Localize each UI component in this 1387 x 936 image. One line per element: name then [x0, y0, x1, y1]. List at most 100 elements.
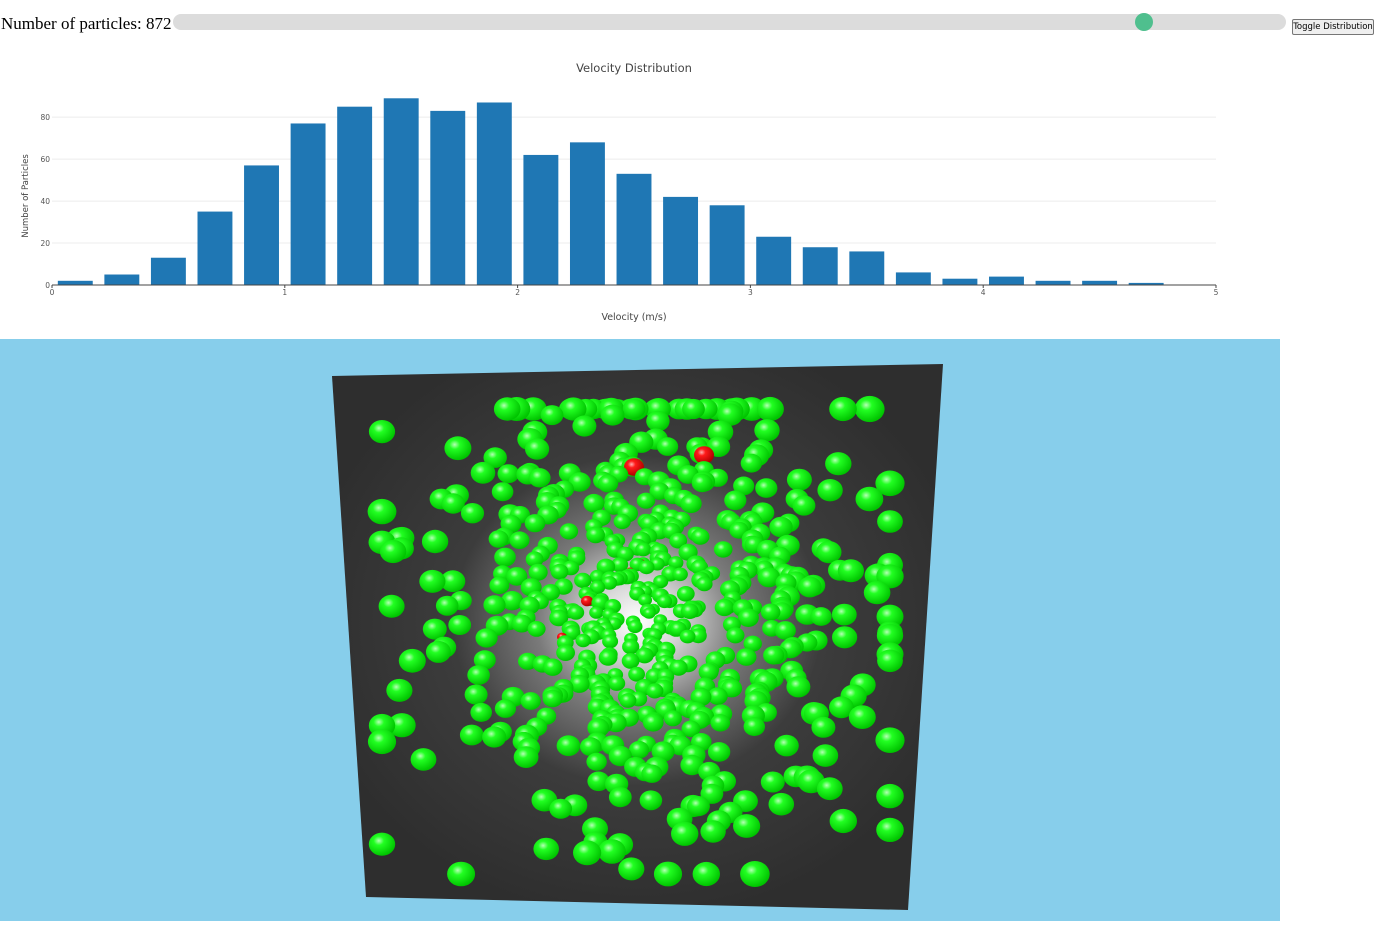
- particle: [473, 650, 496, 670]
- particle: [639, 790, 663, 811]
- toggle-distribution-button[interactable]: Toggle Distribution: [1292, 19, 1374, 35]
- particle: [494, 699, 516, 718]
- particle: [837, 559, 865, 583]
- particle: [483, 595, 506, 615]
- particle: [700, 820, 726, 843]
- y-tick-label: 0: [45, 281, 50, 290]
- particle: [829, 696, 854, 719]
- particle: [635, 542, 652, 557]
- particle: [583, 493, 605, 513]
- particle: [560, 397, 587, 421]
- slider-thumb[interactable]: [1134, 13, 1153, 31]
- particle: [556, 735, 581, 757]
- histogram-bar: [476, 102, 512, 285]
- particle: [877, 649, 903, 673]
- particle: [668, 556, 684, 570]
- particle-count-label: Number of particles: 872: [1, 14, 171, 34]
- particle: [567, 605, 585, 620]
- particle: [602, 634, 619, 649]
- particle: [598, 839, 626, 864]
- particle: [444, 436, 472, 461]
- y-tick-label: 40: [40, 197, 50, 206]
- particle: [586, 526, 605, 544]
- particle: [690, 687, 712, 707]
- particle: [589, 606, 604, 619]
- x-tick-label: 5: [1214, 288, 1219, 297]
- velocity-distribution-chart: Velocity Distribution 0 1 2 3 4 5 0 20 40 60 80 V…: [0, 50, 1280, 335]
- particle: [379, 539, 407, 564]
- histogram-bar: [383, 98, 419, 285]
- particle: [812, 744, 839, 767]
- particle: [600, 404, 625, 426]
- particle: [774, 621, 796, 640]
- particle: [740, 861, 770, 887]
- particle: [608, 675, 626, 691]
- particle: [855, 486, 884, 512]
- particle-scene[interactable]: [0, 339, 1280, 921]
- particle: [829, 808, 857, 834]
- histogram-bar: [1035, 280, 1071, 285]
- particle: [876, 604, 904, 629]
- particle: [386, 678, 413, 702]
- histogram-bar: [663, 196, 699, 285]
- particle: [459, 724, 484, 746]
- particle: [549, 609, 569, 627]
- particle: [875, 727, 905, 753]
- particle-simulation-viewport[interactable]: [0, 339, 1280, 921]
- particle: [511, 614, 532, 633]
- particle: [733, 814, 761, 838]
- particle: [743, 635, 762, 652]
- particle: [686, 796, 710, 817]
- particle: [601, 576, 618, 590]
- particle: [464, 684, 488, 705]
- particle: [733, 476, 755, 496]
- particle: [863, 580, 891, 605]
- particle: [754, 419, 780, 442]
- particle: [876, 623, 904, 648]
- histogram-bar: [290, 123, 326, 285]
- particle: [540, 405, 564, 426]
- histogram-bar: [337, 106, 373, 285]
- particle: [680, 603, 699, 619]
- particle: [573, 840, 602, 866]
- particle: [798, 576, 822, 598]
- particle: [493, 397, 521, 421]
- particle: [598, 649, 618, 666]
- particle: [641, 764, 663, 783]
- particle: [848, 705, 876, 729]
- particle: [368, 832, 396, 856]
- particle: [421, 529, 449, 554]
- particle: [760, 771, 785, 793]
- particle: [691, 473, 713, 493]
- particle: [388, 713, 416, 738]
- particle: [876, 817, 904, 842]
- particle: [638, 594, 652, 607]
- particle: [743, 717, 765, 736]
- particle: [491, 482, 514, 502]
- particle: [651, 741, 675, 762]
- y-axis-label: Number of Particles: [21, 154, 31, 238]
- particle: [398, 648, 426, 673]
- particle: [680, 494, 702, 514]
- particle: [367, 498, 397, 525]
- particle: [528, 563, 548, 581]
- particle: [737, 608, 759, 627]
- particle: [854, 395, 885, 423]
- histogram-bar: [1082, 280, 1118, 285]
- histogram-bar: [849, 251, 885, 285]
- particle: [714, 598, 735, 617]
- particle: [696, 576, 713, 592]
- particle: [769, 516, 793, 538]
- histogram-bar: [430, 110, 466, 285]
- particle-count-slider[interactable]: [173, 13, 1286, 31]
- particle: [679, 629, 696, 644]
- particle: [497, 464, 520, 484]
- particle: [618, 857, 645, 881]
- particle: [877, 510, 903, 533]
- particle: [657, 437, 679, 456]
- particle: [447, 861, 476, 887]
- y-tick-label: 60: [40, 155, 50, 164]
- particle: [717, 403, 743, 426]
- particle: [757, 567, 781, 588]
- particle: [636, 492, 656, 509]
